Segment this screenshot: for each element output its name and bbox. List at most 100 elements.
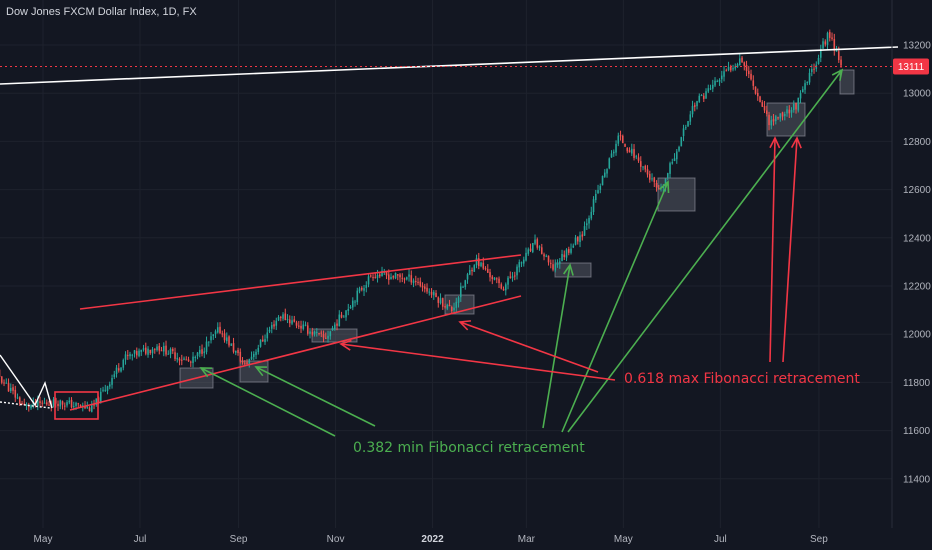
- candle-body: [491, 276, 494, 280]
- candle-body: [36, 400, 39, 407]
- candle-body: [228, 336, 230, 346]
- candle-body: [824, 41, 827, 45]
- candle-body: [241, 361, 244, 363]
- candle-body: [140, 349, 143, 352]
- candle-body: [574, 237, 577, 245]
- candle-body: [565, 249, 568, 258]
- candle-body: [63, 405, 66, 407]
- candle-body: [657, 188, 660, 190]
- candle-body: [342, 316, 345, 318]
- candle-body: [653, 177, 656, 183]
- candle-body: [759, 96, 761, 103]
- candle-body: [459, 286, 462, 298]
- candle-body: [430, 292, 433, 295]
- fib-382-label: 0.382 min Fibonacci retracement: [353, 440, 585, 456]
- candle-body: [104, 389, 107, 391]
- red-arrow-1-head: [339, 339, 352, 351]
- candle-body: [624, 144, 626, 147]
- candle-body: [520, 262, 523, 264]
- candle-body: [93, 404, 95, 406]
- candle-body: [25, 404, 28, 406]
- candle-body: [345, 310, 347, 318]
- candle-body: [248, 359, 251, 365]
- candle-body: [255, 351, 257, 355]
- candle-body: [500, 284, 503, 289]
- green-arrow-1-head: [199, 367, 213, 378]
- candle-body: [194, 356, 197, 358]
- candle-body: [394, 272, 397, 279]
- candle-body: [738, 58, 741, 66]
- red-arrow-2-head: [458, 320, 472, 331]
- candle-body: [464, 280, 467, 288]
- candle-body: [678, 146, 680, 151]
- candle-body: [180, 359, 183, 361]
- candle-body: [711, 84, 714, 89]
- candle-body: [635, 156, 638, 158]
- candle-body: [162, 345, 165, 352]
- candle-body: [702, 95, 705, 99]
- candle-body: [68, 400, 71, 403]
- candle-body: [788, 109, 791, 114]
- candle-body: [108, 384, 111, 387]
- candle-body: [120, 367, 122, 372]
- candle-body: [160, 350, 163, 352]
- candle-body: [158, 345, 161, 351]
- fib-618-label: 0.618 max Fibonacci retracement: [624, 371, 860, 387]
- red-arrow-4-head: [790, 136, 802, 149]
- red-arrow-4: [782, 137, 798, 363]
- candle-body: [282, 314, 284, 319]
- candle-body: [165, 345, 167, 355]
- candle-body: [102, 389, 104, 391]
- candle-body: [480, 262, 482, 267]
- candle-body: [810, 68, 813, 72]
- candle-body: [259, 339, 262, 347]
- y-tick-label: 12000: [903, 330, 931, 341]
- candle-body: [9, 387, 12, 392]
- candle-body: [351, 300, 354, 308]
- candle-body: [689, 114, 692, 122]
- candle-body: [75, 402, 77, 407]
- candle-body: [781, 112, 784, 117]
- candle-body: [201, 349, 203, 354]
- y-tick-label: 12400: [903, 233, 931, 244]
- candle-body: [498, 278, 500, 284]
- candle-body: [0, 376, 3, 383]
- candle-body: [84, 406, 86, 409]
- candle-body: [117, 368, 120, 371]
- candle-body: [819, 48, 822, 58]
- candle-body: [747, 70, 750, 75]
- candle-body: [376, 274, 379, 278]
- candle-body: [563, 254, 566, 258]
- candle-body: [230, 343, 233, 346]
- candle-body: [606, 169, 608, 174]
- candle-body: [178, 358, 181, 361]
- green-arrow-5: [567, 69, 843, 433]
- candle-body: [585, 223, 588, 226]
- candle-body: [579, 235, 581, 243]
- candle-body: [495, 278, 498, 280]
- candle-body: [444, 306, 446, 308]
- candle-body: [581, 234, 584, 237]
- candle-body: [387, 274, 390, 280]
- candle-body: [257, 347, 260, 352]
- candle-body: [516, 266, 518, 276]
- candle-body: [131, 354, 134, 356]
- candle-body: [295, 322, 298, 326]
- candle-body: [828, 31, 831, 38]
- candle-body: [453, 307, 455, 311]
- candle-body: [126, 355, 129, 357]
- candle-body: [268, 329, 271, 332]
- candle-body: [707, 88, 710, 92]
- candle-body: [369, 275, 372, 277]
- candle-body: [592, 199, 595, 213]
- candle-body: [774, 116, 777, 121]
- candle-body: [174, 352, 176, 359]
- candle-body: [725, 70, 728, 72]
- x-tick-label: May: [34, 534, 53, 545]
- candle-body: [39, 401, 41, 404]
- y-tick-label: 11800: [903, 378, 931, 389]
- candle-body: [822, 41, 824, 49]
- candle-body: [826, 32, 829, 45]
- candle-body: [522, 259, 525, 264]
